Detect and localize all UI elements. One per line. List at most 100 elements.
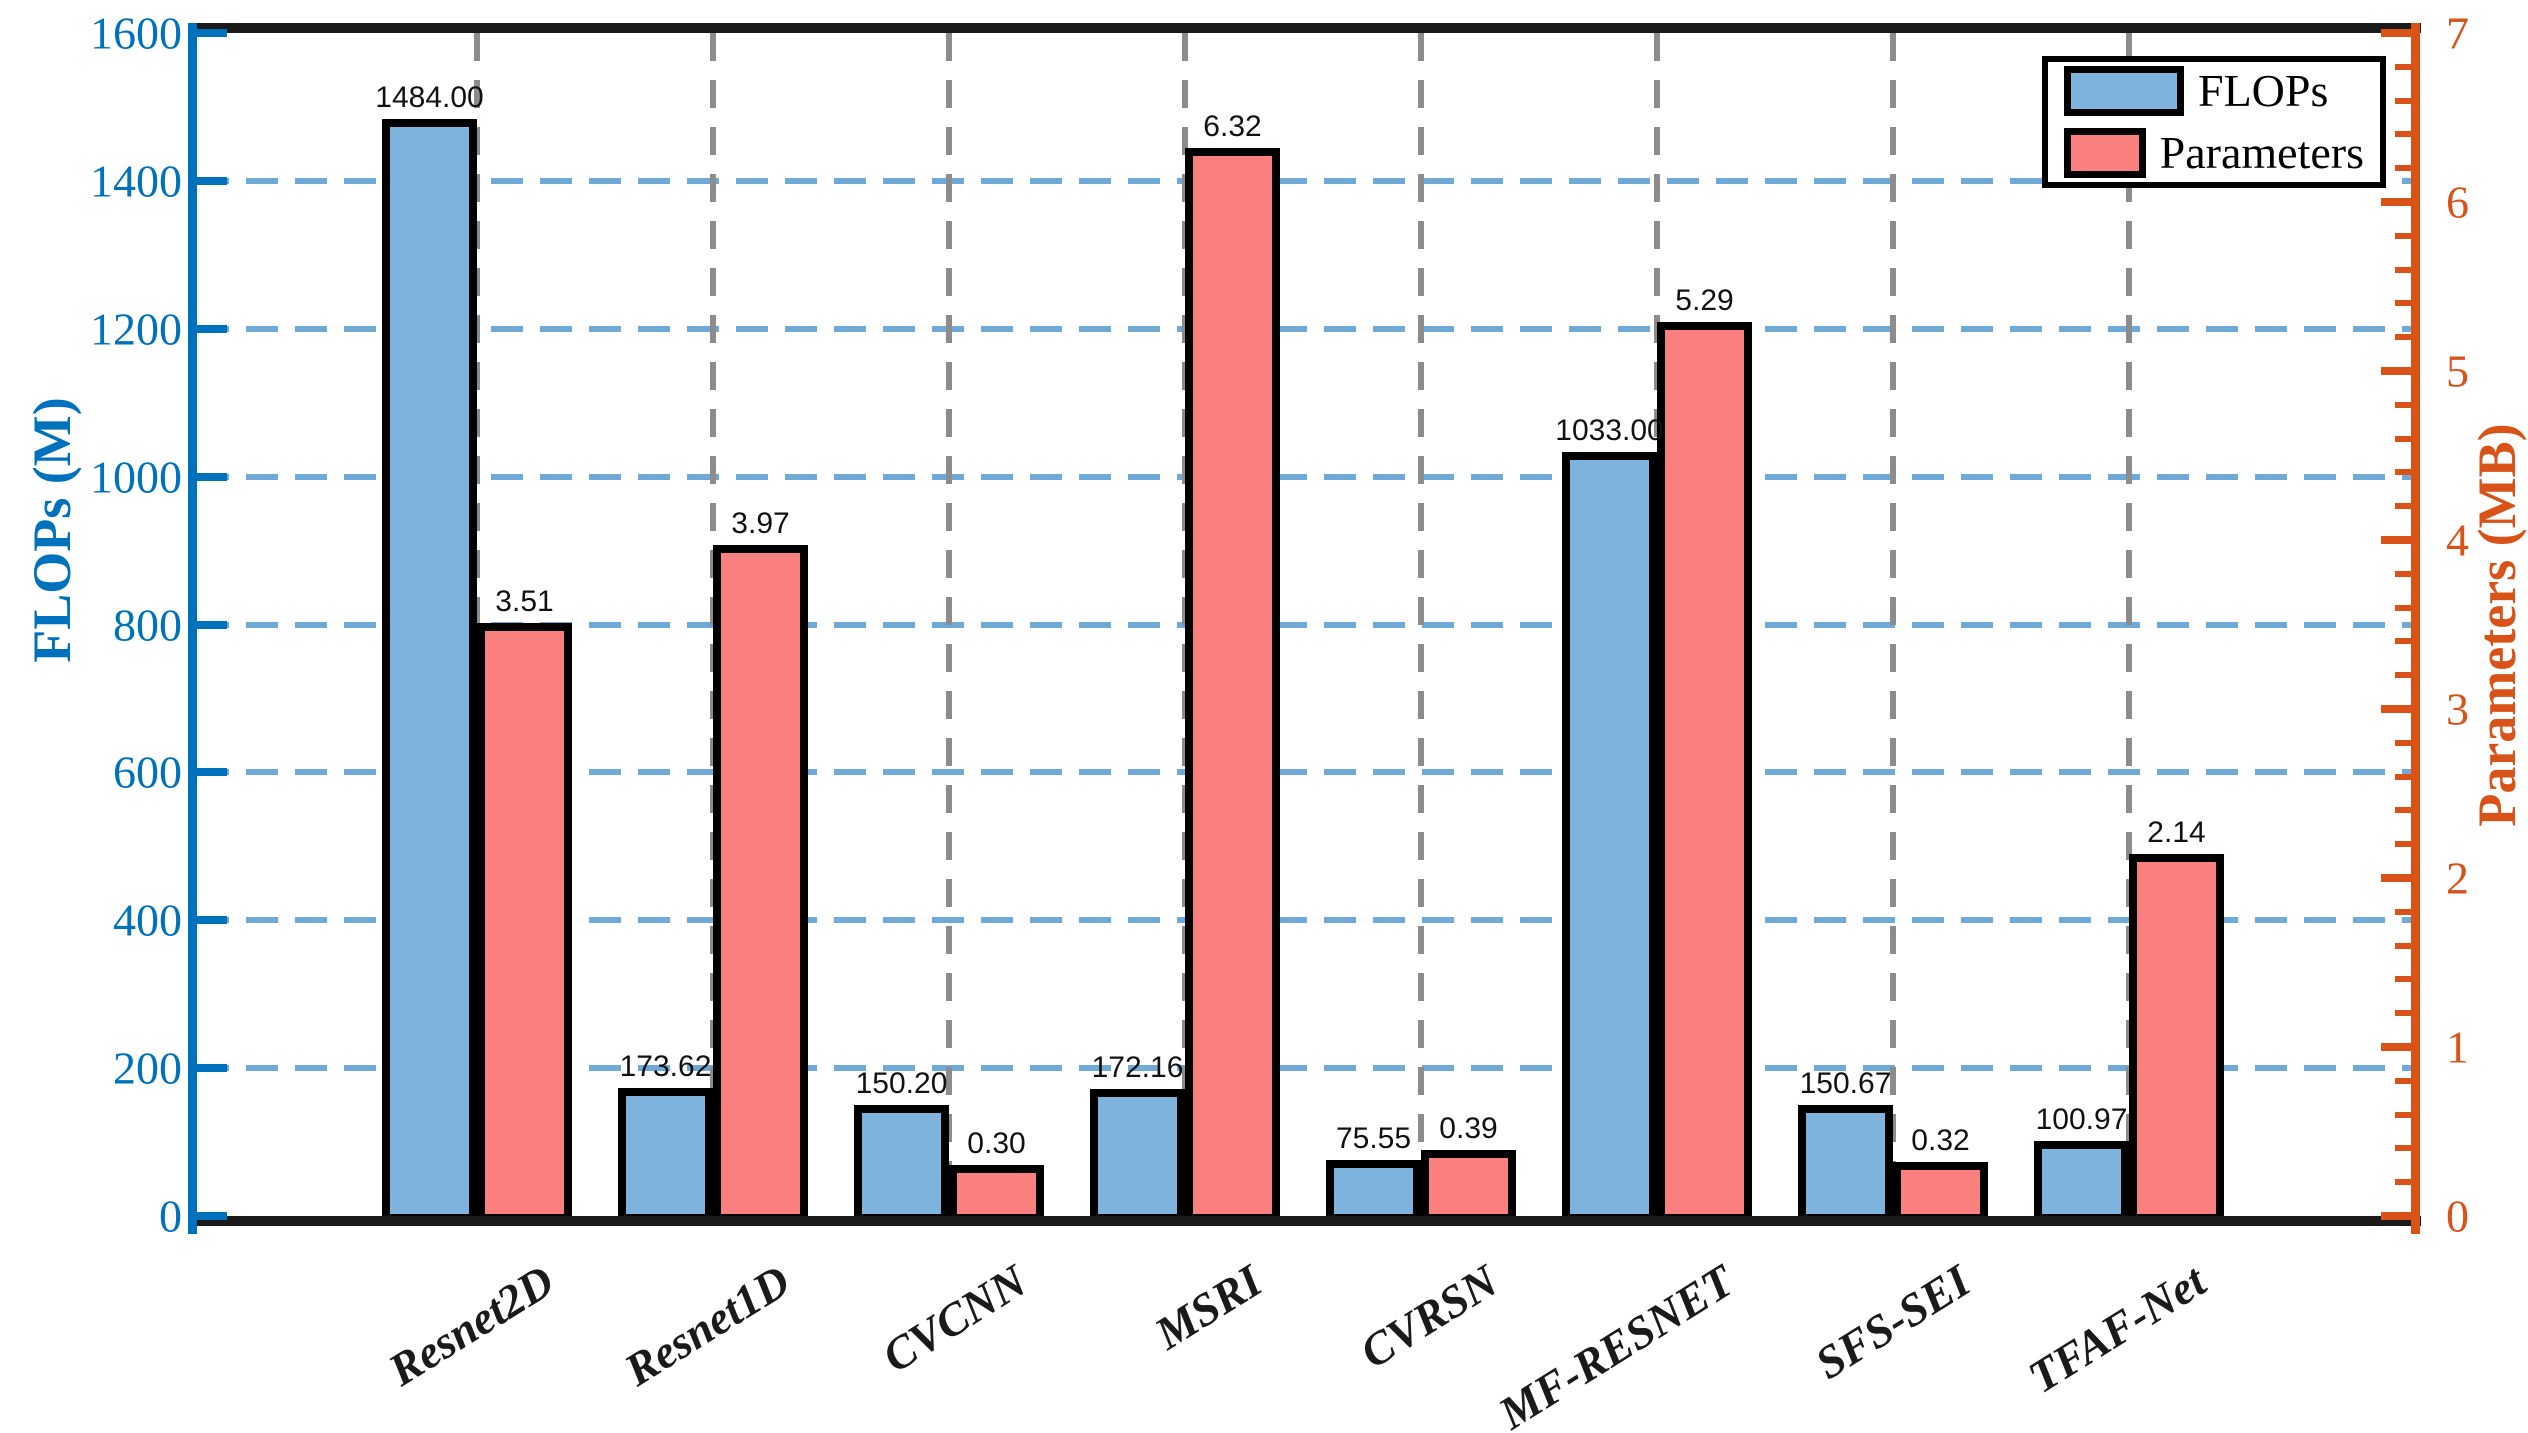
parameters-bar bbox=[713, 545, 808, 1222]
left-y-axis-spine bbox=[188, 23, 197, 1234]
left-axis-major-tick bbox=[197, 916, 227, 925]
x-axis-category-label: MSRI bbox=[1145, 1254, 1271, 1360]
right-axis-major-tick bbox=[2381, 1212, 2411, 1220]
vertical-gridline bbox=[946, 33, 952, 1216]
parameters-bar bbox=[477, 622, 572, 1222]
right-axis-minor-tick bbox=[2395, 672, 2411, 679]
left-axis-tick-label: 400 bbox=[113, 894, 182, 946]
left-axis-tick-label: 1200 bbox=[90, 303, 182, 355]
left-axis-major-tick bbox=[197, 472, 227, 481]
right-axis-major-tick bbox=[2381, 1043, 2411, 1051]
horizontal-gridline bbox=[197, 621, 2411, 628]
flops-value-label: 150.67 bbox=[1799, 1066, 1892, 1100]
legend-entry-parameters: Parameters bbox=[2064, 128, 2364, 178]
horizontal-gridline bbox=[197, 1065, 2411, 1072]
parameters-color-swatch bbox=[2064, 128, 2146, 178]
right-axis-minor-tick bbox=[2395, 266, 2411, 273]
flops-bar bbox=[382, 118, 477, 1222]
right-axis-major-tick bbox=[2381, 29, 2411, 37]
right-axis-major-tick bbox=[2381, 705, 2411, 713]
parameters-value-label: 0.39 bbox=[1439, 1112, 1498, 1146]
right-axis-tick-label: 7 bbox=[2446, 7, 2469, 59]
horizontal-gridline bbox=[197, 325, 2411, 332]
right-axis-minor-tick bbox=[2395, 570, 2411, 577]
right-axis-minor-tick bbox=[2395, 401, 2411, 408]
left-axis-tick-label: 1400 bbox=[90, 155, 182, 207]
legend-label-parameters: Parameters bbox=[2159, 127, 2364, 178]
parameters-bar bbox=[1421, 1150, 1516, 1222]
x-axis-category-label: Resnet1D bbox=[615, 1254, 799, 1396]
x-axis-category-label: SFS-SEI bbox=[1806, 1254, 1979, 1389]
vertical-gridline bbox=[1418, 33, 1424, 1216]
flops-bar bbox=[1798, 1104, 1893, 1222]
x-axis-category-label: CVCNN bbox=[873, 1254, 1035, 1383]
left-axis-major-tick bbox=[197, 176, 227, 185]
x-axis-category-label: TFAF-Net bbox=[2019, 1254, 2215, 1403]
parameters-bar bbox=[1657, 321, 1752, 1222]
right-axis-minor-tick bbox=[2395, 773, 2411, 780]
x-axis-category-label: MF-RESNET bbox=[1490, 1254, 1743, 1433]
right-axis-minor-tick bbox=[2395, 435, 2411, 442]
legend-label-flops: FLOPs bbox=[2198, 65, 2329, 116]
left-axis-major-tick bbox=[197, 768, 227, 777]
right-axis-minor-tick bbox=[2395, 739, 2411, 746]
flops-value-label: 100.97 bbox=[2035, 1103, 2128, 1137]
left-axis-major-tick bbox=[197, 324, 227, 333]
right-axis-minor-tick bbox=[2395, 131, 2411, 138]
parameters-value-label: 0.32 bbox=[1911, 1123, 1970, 1157]
right-axis-major-tick bbox=[2381, 536, 2411, 544]
legend-entry-flops: FLOPs bbox=[2064, 66, 2364, 116]
flops-color-swatch bbox=[2064, 66, 2184, 116]
parameters-value-label: 3.51 bbox=[495, 584, 554, 618]
right-axis-minor-tick bbox=[2395, 334, 2411, 341]
right-axis-tick-label: 1 bbox=[2446, 1021, 2469, 1073]
right-axis-minor-tick bbox=[2395, 942, 2411, 949]
flops-bar bbox=[2034, 1141, 2129, 1222]
right-axis-minor-tick bbox=[2395, 1111, 2411, 1118]
flops-bar bbox=[1090, 1088, 1185, 1222]
right-axis-minor-tick bbox=[2395, 908, 2411, 915]
right-axis-minor-tick bbox=[2395, 1010, 2411, 1017]
horizontal-gridline bbox=[197, 177, 2411, 184]
flops-value-label: 1033.00 bbox=[1555, 414, 1664, 448]
parameters-bar bbox=[949, 1165, 1044, 1222]
parameters-value-label: 5.29 bbox=[1675, 283, 1734, 317]
right-axis-tick-label: 3 bbox=[2446, 683, 2469, 735]
x-axis-category-label: Resnet2D bbox=[379, 1254, 563, 1396]
vertical-gridline bbox=[2126, 33, 2132, 1216]
right-axis-minor-tick bbox=[2395, 300, 2411, 307]
right-axis-minor-tick bbox=[2395, 841, 2411, 848]
flops-bar bbox=[1562, 452, 1657, 1222]
left-axis-major-tick bbox=[197, 1064, 227, 1073]
horizontal-gridline bbox=[197, 917, 2411, 924]
flops-value-label: 75.55 bbox=[1335, 1122, 1412, 1156]
right-axis-tick-label: 2 bbox=[2446, 852, 2469, 904]
flops-value-label: 173.62 bbox=[619, 1049, 712, 1083]
right-y-axis-title: Parameters (MB) bbox=[2467, 422, 2527, 827]
horizontal-gridline bbox=[197, 769, 2411, 776]
right-axis-minor-tick bbox=[2395, 604, 2411, 611]
right-axis-minor-tick bbox=[2395, 165, 2411, 172]
right-axis-tick-label: 5 bbox=[2446, 345, 2469, 397]
right-axis-minor-tick bbox=[2395, 232, 2411, 239]
right-axis-minor-tick bbox=[2395, 97, 2411, 104]
vertical-gridline bbox=[1890, 33, 1896, 1216]
plot-bottom-spine bbox=[197, 1216, 2421, 1226]
parameters-value-label: 6.32 bbox=[1203, 109, 1262, 143]
right-axis-major-tick bbox=[2381, 198, 2411, 206]
right-axis-tick-label: 6 bbox=[2446, 176, 2469, 228]
right-axis-minor-tick bbox=[2395, 1179, 2411, 1186]
left-axis-major-tick bbox=[197, 1212, 227, 1220]
left-axis-tick-label: 0 bbox=[159, 1190, 182, 1242]
right-axis-minor-tick bbox=[2395, 638, 2411, 645]
right-y-axis-spine bbox=[2411, 23, 2420, 1234]
right-axis-minor-tick bbox=[2395, 1145, 2411, 1152]
flops-bar bbox=[618, 1087, 713, 1222]
parameters-value-label: 0.30 bbox=[967, 1127, 1026, 1161]
parameters-value-label: 3.97 bbox=[731, 507, 790, 541]
legend: FLOPs Parameters bbox=[2042, 56, 2386, 188]
left-axis-tick-label: 1000 bbox=[90, 451, 182, 503]
plot-top-spine bbox=[197, 23, 2421, 33]
left-axis-major-tick bbox=[197, 620, 227, 629]
